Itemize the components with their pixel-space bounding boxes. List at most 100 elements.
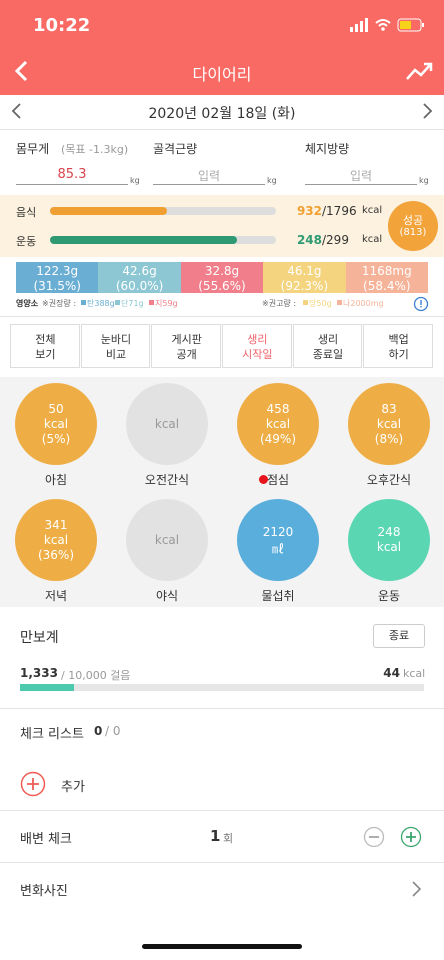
meal-text: kcal [376,416,402,431]
checklist-total: / 0 [105,724,121,738]
legend-title: 영양소 [16,299,39,308]
back-button[interactable] [12,60,32,82]
stat-unit: kg [267,176,277,185]
meal-circle[interactable] [348,499,430,581]
stat-note: (목표 -1.3kg) [61,143,129,156]
home-indicator [142,944,302,949]
menu-text[interactable]: 생리 [247,333,268,346]
legend-adv-label: ※권고량 : [262,299,297,308]
menu-text[interactable]: 생리 [317,333,339,346]
legend-item: 단71g [121,299,144,308]
minus-button[interactable] [363,826,385,848]
add-icon[interactable] [20,771,46,797]
prev-date[interactable] [10,102,24,120]
legend-item: 탄388g [87,299,115,308]
info-icon[interactable] [413,296,429,312]
pedometer-title: 만보계 [20,630,59,646]
meal-circle[interactable] [15,499,97,581]
checklist-done: 0 [94,724,103,738]
nutrient-percent: (31.5%) [33,279,81,293]
menu-text[interactable]: 비교 [105,348,127,361]
stat-value[interactable]: 85.3 [57,167,87,182]
meal-marker [259,475,268,484]
meal-text: kcal [43,416,69,431]
calorie-label: 운동 [16,235,37,248]
meal-circle[interactable] [126,383,208,465]
trend-button[interactable] [405,61,433,81]
menu-button[interactable] [10,324,80,368]
menu-button[interactable] [363,324,433,368]
meal-circle[interactable] [15,383,97,465]
meal-label: 오후간식 [366,473,412,487]
meal-circle[interactable] [348,383,430,465]
nutrient-segment [98,262,181,293]
meal-label: 물섭취 [261,589,295,603]
calorie-fill [50,236,238,244]
meal-text: (5%) [41,431,71,446]
calorie-value: 932 [296,204,322,218]
menu-text[interactable]: 보기 [35,348,56,361]
nutrient-percent: (92.3%) [280,279,329,293]
menu-button[interactable] [292,324,363,368]
meal-circle[interactable] [237,383,319,465]
stat-value[interactable]: 입력 [197,169,221,183]
legend-rec-label: ※권장량 : [42,299,77,308]
legend-swatch [81,300,86,305]
steps: 1,333 [20,666,58,680]
menu-text[interactable]: 공개 [176,348,197,361]
divider [0,708,444,709]
header-title: 다이어리 [192,65,252,84]
menu-text[interactable]: 백업 [388,333,409,346]
menu-text[interactable]: 전체 [35,333,56,346]
meal-text: kcal [154,416,180,431]
stat-unit: kg [419,176,429,185]
menu-button[interactable] [80,324,151,368]
nutrient-amount: 32.8g [204,264,240,278]
checklist-title: 체크 리스트 [20,727,84,742]
plus-button[interactable] [400,826,422,848]
status-time: 10:22 [33,15,91,36]
photos-chevron[interactable] [410,880,422,898]
stat-underline [153,184,265,185]
steps-goal: / 10,000 걸음 [61,669,131,682]
calorie-unit: kcal [362,234,383,245]
menu-text[interactable]: 시작일 [242,348,273,361]
meal-text: kcal [154,532,180,547]
stat-value[interactable]: 입력 [349,169,373,183]
badge [388,201,438,251]
stat-underline [16,184,128,185]
pedometer-unit: kcal [403,667,426,680]
meal-text: (49%) [259,431,297,446]
menu-text[interactable]: 하기 [388,348,409,361]
calorie-fill [50,207,168,215]
pedometer-kcal: 44 [383,666,400,680]
calorie-goal: /299 [322,233,349,247]
legend-swatch [303,300,308,305]
add-label[interactable]: 추가 [61,780,85,795]
pedometer-fill [20,684,74,691]
photos-title[interactable]: 변화사진 [20,884,68,899]
meal-text: 458 [266,401,290,416]
nutrient-segment [263,262,346,293]
status-icons [350,18,424,32]
nutrient-amount: 42.6g [122,264,157,278]
menu-button[interactable] [151,324,221,368]
divider [0,129,444,130]
menu-text[interactable]: 눈바디 [100,333,132,346]
meal-circle[interactable] [126,499,208,581]
nutrient-percent: (55.6%) [198,279,246,293]
divider [0,810,444,811]
nutrient-segment [180,262,264,293]
menu-text[interactable]: 게시판 [171,333,202,346]
meal-circle[interactable] [237,499,319,581]
meal-label: 점심 [266,473,290,487]
meal-label: 아침 [44,473,68,487]
pedometer-button[interactable]: 종료 [373,624,425,648]
menu-text[interactable]: 종료일 [312,348,344,361]
menu-button[interactable] [222,324,292,368]
meal-text: kcal [265,416,291,431]
legend-item: 나2000mg [343,299,384,308]
date[interactable]: 2020년 02월 18일 (화) [148,106,296,122]
next-date[interactable] [420,102,434,120]
